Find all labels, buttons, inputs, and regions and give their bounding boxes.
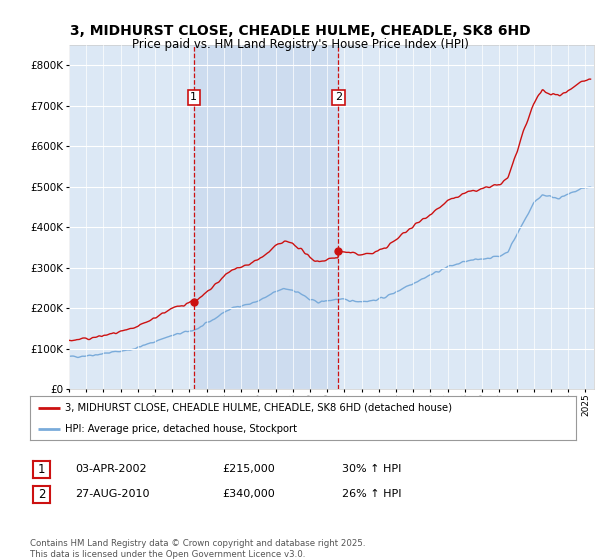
Text: 3, MIDHURST CLOSE, CHEADLE HULME, CHEADLE, SK8 6HD (detached house): 3, MIDHURST CLOSE, CHEADLE HULME, CHEADL… <box>65 403 452 413</box>
Text: 1: 1 <box>38 463 45 477</box>
Text: Price paid vs. HM Land Registry's House Price Index (HPI): Price paid vs. HM Land Registry's House … <box>131 38 469 50</box>
Bar <box>194 45 338 389</box>
Text: 2: 2 <box>335 92 342 102</box>
Text: 2: 2 <box>38 488 45 501</box>
Text: £340,000: £340,000 <box>222 489 275 499</box>
Text: 27-AUG-2010: 27-AUG-2010 <box>75 489 149 499</box>
Text: 3, MIDHURST CLOSE, CHEADLE HULME, CHEADLE, SK8 6HD: 3, MIDHURST CLOSE, CHEADLE HULME, CHEADL… <box>70 24 530 38</box>
Text: 30% ↑ HPI: 30% ↑ HPI <box>342 464 401 474</box>
Text: 26% ↑ HPI: 26% ↑ HPI <box>342 489 401 499</box>
Text: 03-APR-2002: 03-APR-2002 <box>75 464 146 474</box>
Text: £215,000: £215,000 <box>222 464 275 474</box>
Text: 1: 1 <box>190 92 197 102</box>
Text: HPI: Average price, detached house, Stockport: HPI: Average price, detached house, Stoc… <box>65 424 298 433</box>
Text: Contains HM Land Registry data © Crown copyright and database right 2025.
This d: Contains HM Land Registry data © Crown c… <box>30 539 365 559</box>
